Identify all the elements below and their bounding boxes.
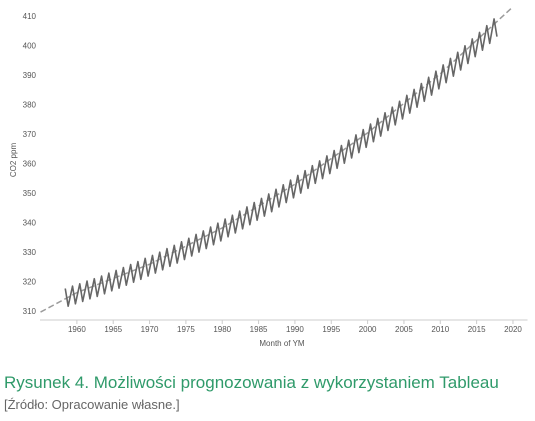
x-tick-label: 2000 — [359, 325, 377, 334]
y-tick-label: 310 — [23, 307, 37, 316]
chart: CO2 ppm Month of YM 310 320 330 340 350 360 37… — [9, 6, 528, 348]
y-tick-label: 360 — [23, 160, 37, 169]
x-tick-label: 1990 — [286, 325, 304, 334]
y-tick-label: 410 — [23, 12, 37, 21]
x-tick-label: 1970 — [141, 325, 159, 334]
x-tick-label: 1985 — [250, 325, 268, 334]
y-tick-label: 370 — [23, 130, 37, 139]
y-tick-label: 350 — [23, 189, 37, 198]
y-tick-label: 390 — [23, 71, 37, 80]
x-tick-label: 2020 — [504, 325, 522, 334]
trend-line — [40, 6, 514, 313]
y-tick-label: 380 — [23, 101, 37, 110]
x-tick-label: 1980 — [213, 325, 231, 334]
x-tick-label: 1960 — [68, 325, 86, 334]
x-tick-label: 2015 — [468, 325, 486, 334]
caption: Rysunek 4. Możliwości prognozowania z wy… — [4, 372, 532, 415]
y-tick-label: 340 — [23, 219, 37, 228]
y-tick-label: 320 — [23, 278, 37, 287]
data-line — [64, 18, 498, 307]
x-axis-title: Month of YM — [259, 339, 305, 348]
x-tick-label: 1995 — [322, 325, 340, 334]
caption-source: [Źródło: Opracowanie własne.] — [4, 397, 180, 412]
x-tick-label: 2010 — [431, 325, 449, 334]
x-tick-label: 2005 — [395, 325, 413, 334]
y-axis-title: CO2 ppm — [9, 143, 18, 178]
x-tick-label: 1965 — [104, 325, 122, 334]
y-tick-label: 330 — [23, 248, 37, 257]
y-tick-label: 400 — [23, 41, 37, 50]
caption-title: Rysunek 4. Możliwości prognozowania z wy… — [4, 373, 499, 392]
x-tick-label: 1975 — [177, 325, 195, 334]
